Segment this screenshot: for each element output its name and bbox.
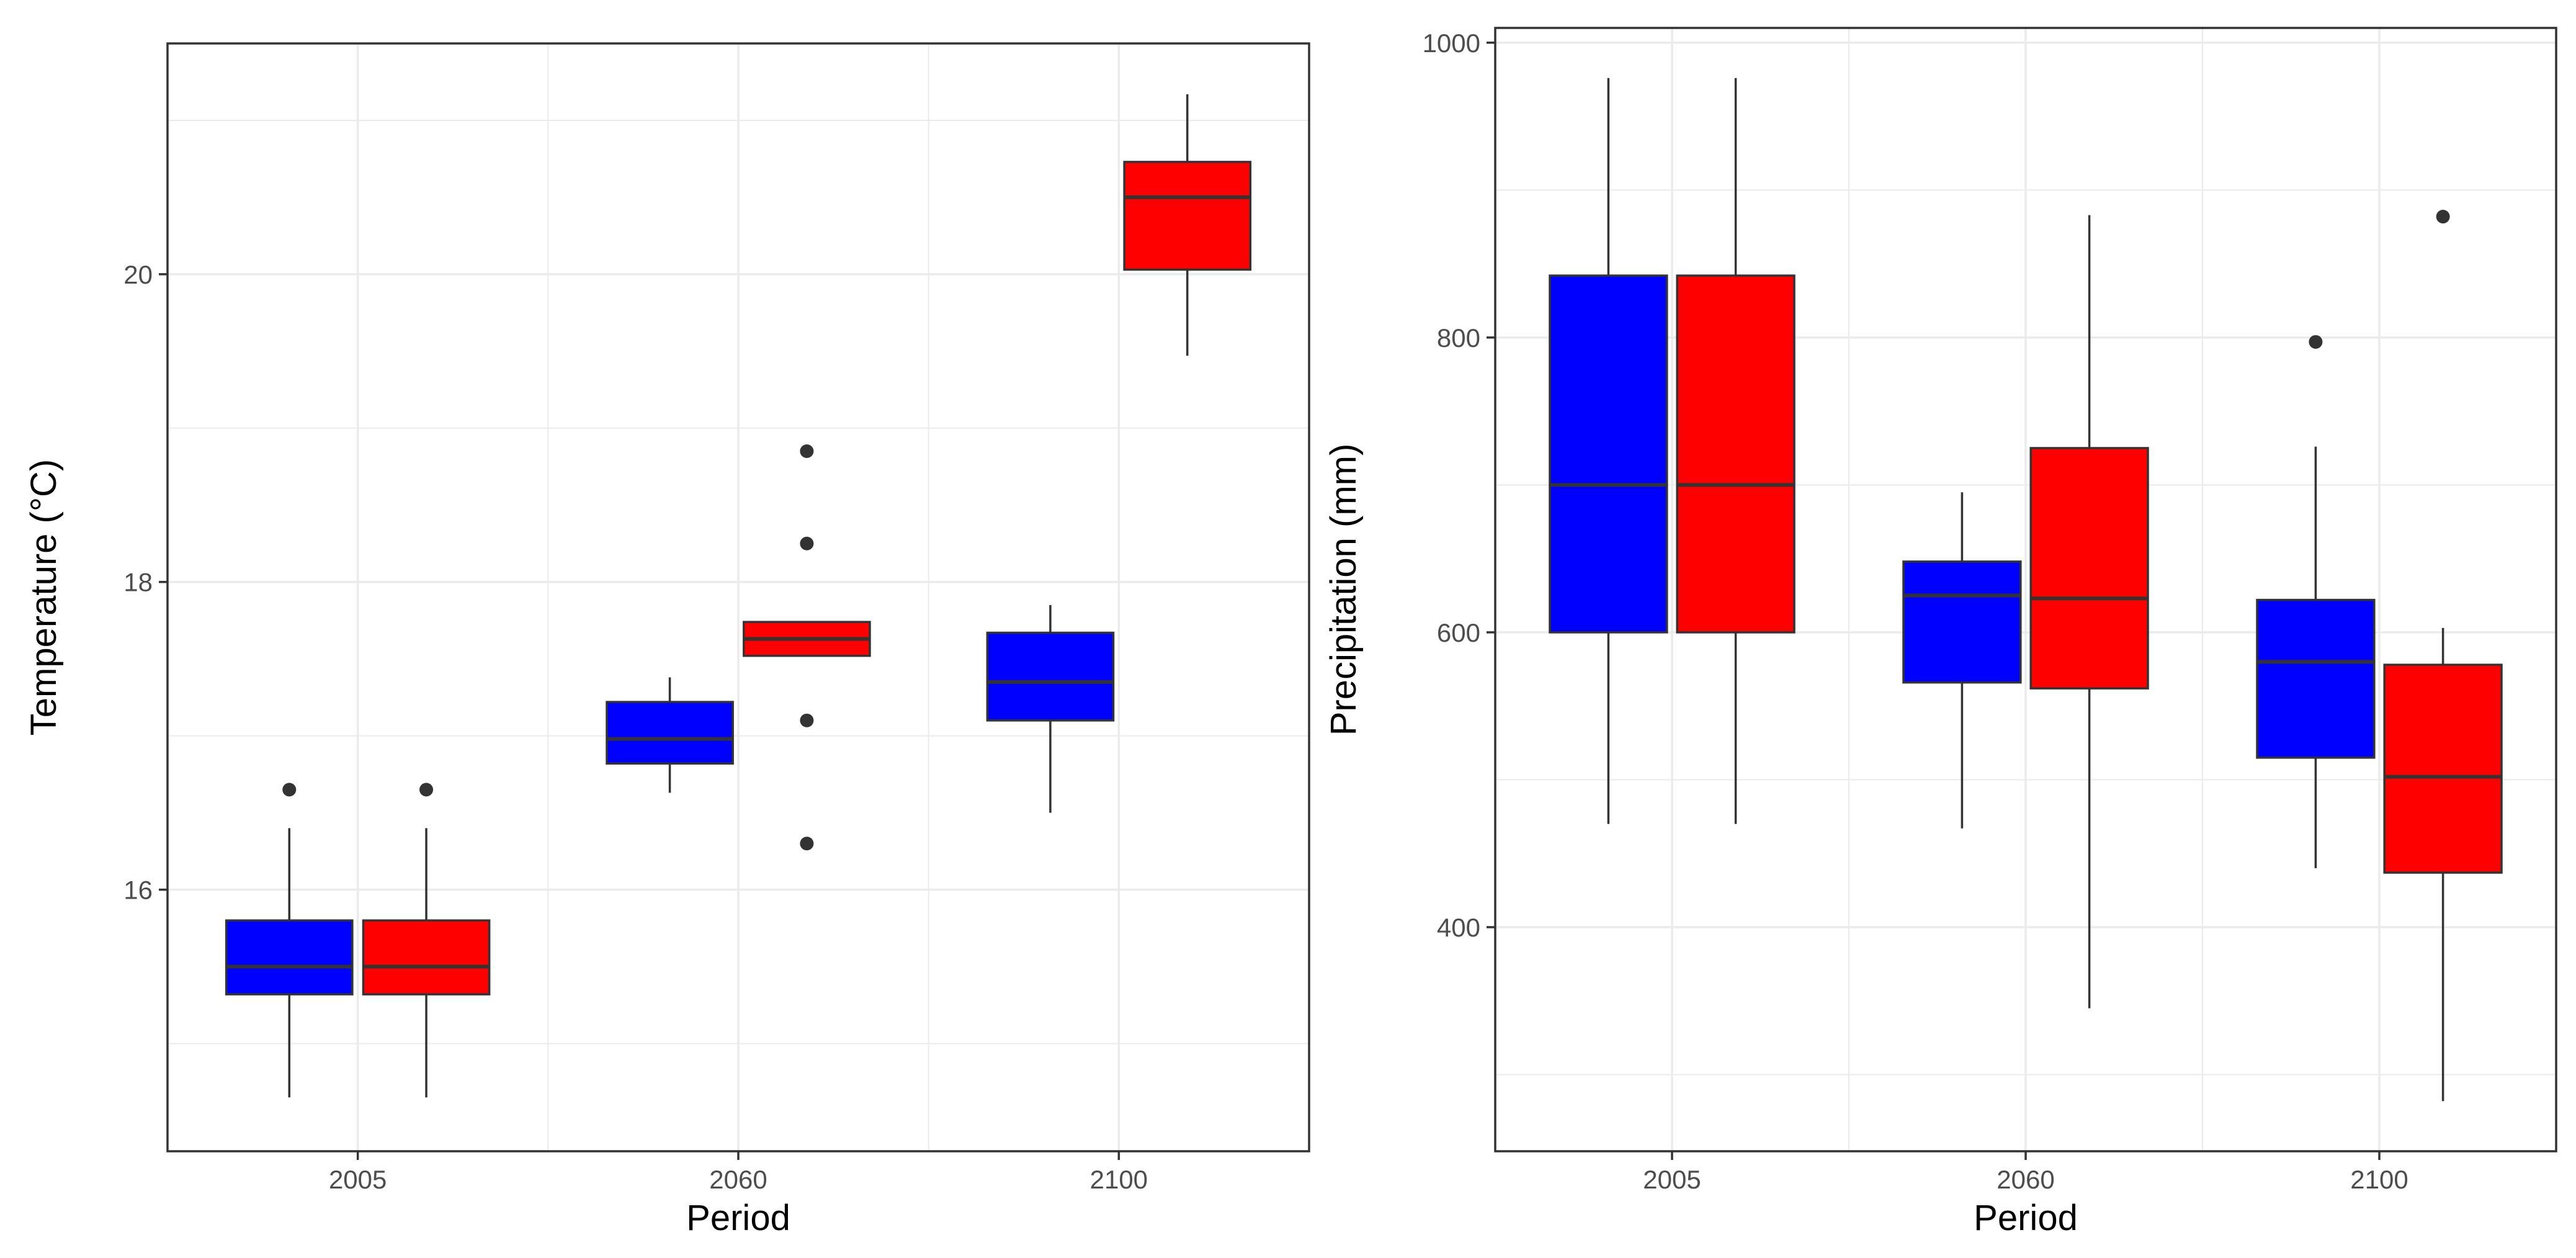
y-tick-label: 600 — [1437, 618, 1480, 647]
y-tick-label: 18 — [123, 568, 153, 597]
chart-panel-1: 16 18 20 2005 2060 2100 Period Temperature (°C) — [24, 42, 1310, 1238]
box-iqr — [1676, 274, 1796, 634]
box-iqr — [1902, 560, 2022, 684]
box-blue-2100 — [986, 604, 1115, 813]
box-red-2005 — [1676, 78, 1796, 824]
box-blue-2060 — [606, 677, 734, 793]
y-tick-label: 800 — [1437, 323, 1480, 353]
box-red-2005 — [362, 783, 491, 1098]
box-red-2100 — [2383, 210, 2503, 1102]
box-iqr — [362, 919, 491, 995]
chart-panel-2: 400 600 800 1000 2005 2060 2100 Period Precipita… — [1323, 27, 2557, 1238]
y-tick-label: 20 — [123, 260, 153, 289]
x-tick-label: 2005 — [1643, 1165, 1701, 1194]
box-red-2060 — [2029, 215, 2149, 1009]
box-iqr — [2029, 447, 2149, 690]
x-axis-title: Period — [1974, 1198, 2078, 1238]
x-tick-label: 2100 — [1090, 1165, 1148, 1194]
box-iqr — [2383, 663, 2503, 874]
outlier-point — [419, 783, 434, 797]
box-iqr — [225, 919, 354, 995]
box-red-2060 — [743, 444, 871, 851]
outlier-point — [800, 713, 814, 727]
box-iqr — [606, 701, 734, 765]
x-tick-label: 2005 — [329, 1165, 387, 1194]
box-blue-2060 — [1902, 492, 2022, 829]
x-tick-label: 2060 — [709, 1165, 767, 1194]
y-tick-label: 16 — [123, 876, 153, 905]
box-red-2100 — [1123, 94, 1252, 356]
box-iqr — [1549, 274, 1668, 634]
box-iqr — [986, 631, 1115, 722]
box-iqr — [1123, 161, 1252, 271]
y-tick-label: 400 — [1437, 913, 1480, 942]
box-iqr — [2256, 598, 2376, 759]
box-blue-2005 — [225, 783, 354, 1098]
outlier-point — [800, 536, 814, 550]
x-tick-label: 2100 — [2350, 1165, 2408, 1194]
outlier-point — [2309, 335, 2323, 349]
y-axis-title: Precipitation (mm) — [1323, 444, 1364, 736]
outlier-point — [2436, 210, 2450, 224]
y-axis-title: Temperature (°C) — [24, 459, 64, 735]
outlier-point — [800, 837, 814, 851]
box-blue-2005 — [1549, 78, 1668, 824]
x-axis-title: Period — [686, 1198, 790, 1238]
x-tick-label: 2060 — [1997, 1165, 2054, 1194]
outlier-point — [800, 444, 814, 458]
box-blue-2100 — [2256, 335, 2376, 868]
outlier-point — [282, 783, 297, 797]
y-tick-label: 1000 — [1423, 29, 1480, 58]
